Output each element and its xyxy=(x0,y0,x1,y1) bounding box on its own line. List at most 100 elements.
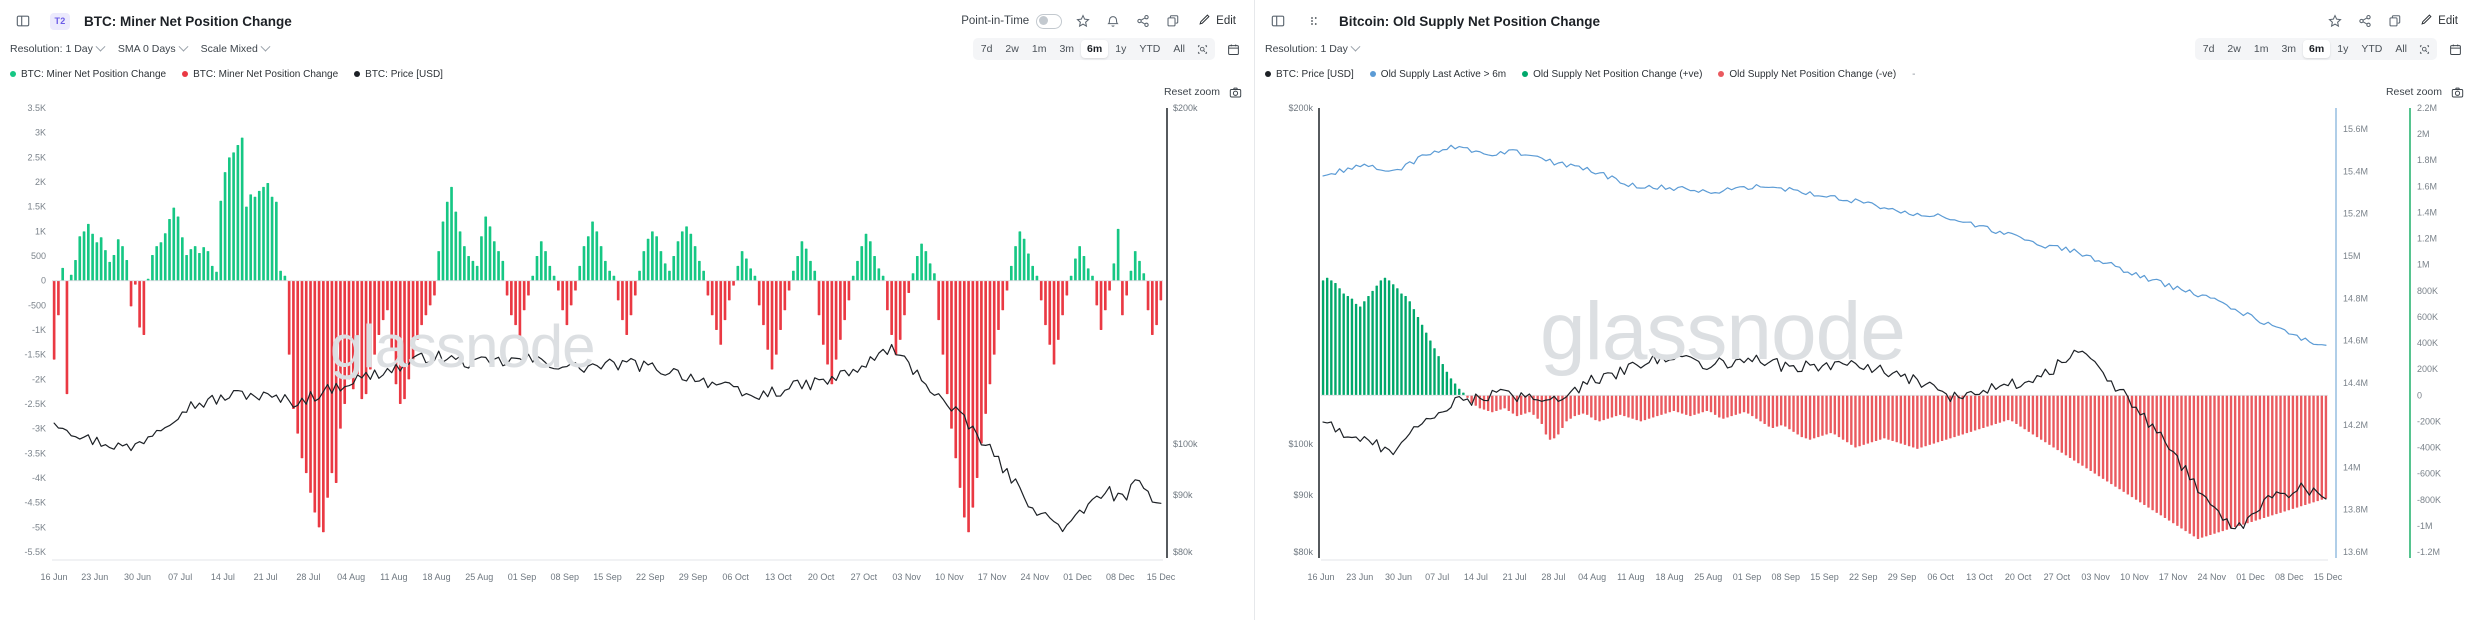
share-icon[interactable] xyxy=(1130,9,1156,33)
legend-color-dot xyxy=(354,71,361,77)
edit-button[interactable]: Edit xyxy=(2412,9,2466,33)
range-ytd[interactable]: YTD xyxy=(1139,43,1161,55)
right-plot-area[interactable]: glassnode $200k $100k $90k $80k 15.6M 15.4M 15… xyxy=(1255,100,2476,600)
svg-text:14M: 14M xyxy=(2343,462,2361,472)
svg-text:1.6M: 1.6M xyxy=(2417,181,2437,191)
svg-text:-4K: -4K xyxy=(32,473,46,483)
svg-text:03 Nov: 03 Nov xyxy=(892,572,921,582)
left-chart-svg[interactable]: 3.5K 3K 2.5K 2K 1.5K 1K 500 0 -500 -1K -1.5K -2K -2.… xyxy=(0,100,1255,600)
right-chart-legend: BTC: Price [USD] Old Supply Last Active … xyxy=(1255,62,2476,82)
svg-text:-2.5K: -2.5K xyxy=(24,399,46,409)
range-all[interactable]: All xyxy=(1173,43,1185,55)
range-2w[interactable]: 2w xyxy=(1005,43,1019,55)
right-chart-svg[interactable]: $200k $100k $90k $80k 15.6M 15.4M 15.2M 15M 14.8… xyxy=(1255,100,2476,600)
svg-text:16 Jun: 16 Jun xyxy=(1307,572,1334,582)
range-6m[interactable]: 6m xyxy=(1081,40,1109,58)
svg-text:28 Jul: 28 Jul xyxy=(1541,572,1565,582)
copy-icon[interactable] xyxy=(2382,9,2408,33)
range-ytd[interactable]: YTD xyxy=(2361,43,2383,55)
reset-zoom-button[interactable]: Reset zoom xyxy=(1163,86,1220,98)
panel-layout-icon[interactable] xyxy=(10,9,36,33)
left-plot-area[interactable]: glassnode 3.5K 3K 2.5K 2K 1.5K 1K 500 0 -500 -1K -… xyxy=(0,100,1254,600)
legend-item-btc-price[interactable]: BTC: Price [USD] xyxy=(354,69,443,80)
range-7d[interactable]: 7d xyxy=(2202,43,2215,55)
svg-text:3.5K: 3.5K xyxy=(27,103,46,113)
legend-label: BTC: Miner Net Position Change xyxy=(193,68,339,80)
sma-select[interactable]: SMA 0 Days xyxy=(118,41,189,55)
bell-icon[interactable] xyxy=(1100,9,1126,33)
range-3m[interactable]: 3m xyxy=(1059,43,1075,55)
range-3m[interactable]: 3m xyxy=(2281,43,2297,55)
legend-item-old-supply-last-active[interactable]: Old Supply Last Active > 6m xyxy=(1369,68,1507,80)
legend-label: Old Supply Net Position Change (+ve) xyxy=(1533,68,1703,80)
svg-text:22 Sep: 22 Sep xyxy=(1849,572,1878,582)
legend-item-btc-price[interactable]: BTC: Price [USD] xyxy=(1265,69,1354,80)
range-1y[interactable]: 1y xyxy=(2337,43,2349,55)
svg-text:15.6M: 15.6M xyxy=(2343,124,2368,134)
copy-icon[interactable] xyxy=(1160,9,1186,33)
calendar-icon[interactable] xyxy=(1222,39,1244,59)
resolution-select[interactable]: Resolution: 1 Day xyxy=(1265,41,1361,55)
svg-text:500: 500 xyxy=(31,251,46,261)
range-6m[interactable]: 6m xyxy=(2303,40,2331,58)
star-icon[interactable] xyxy=(2322,9,2348,33)
chevron-down-icon xyxy=(95,41,106,52)
svg-text:08 Dec: 08 Dec xyxy=(2275,572,2304,582)
camera-icon[interactable] xyxy=(1229,86,1242,99)
svg-text:04 Aug: 04 Aug xyxy=(337,572,365,582)
share-icon[interactable] xyxy=(2352,9,2378,33)
point-in-time-control[interactable]: Point-in-Time xyxy=(961,13,1063,29)
legend-color-dot xyxy=(1369,71,1376,77)
svg-text:28 Jul: 28 Jul xyxy=(296,572,320,582)
svg-text:01 Sep: 01 Sep xyxy=(508,572,537,582)
range-1m[interactable]: 1m xyxy=(1031,43,1047,55)
legend-item-old-supply-positive[interactable]: Old Supply Net Position Change (+ve) xyxy=(1522,69,1702,80)
legend-item-miner-positive[interactable]: BTC: Miner Net Position Change xyxy=(10,69,166,80)
left-chart-panel: T2 BTC: Miner Net Position Change Point-… xyxy=(0,0,1255,620)
svg-text:-800K: -800K xyxy=(2417,495,2441,505)
svg-text:$200k: $200k xyxy=(1173,103,1198,113)
range-all[interactable]: All xyxy=(2395,43,2407,55)
zoom-select-icon[interactable] xyxy=(1192,42,1213,57)
svg-text:-500: -500 xyxy=(28,300,46,310)
panel-layout-icon[interactable] xyxy=(1265,9,1291,33)
resolution-select[interactable]: Resolution: 1 Day xyxy=(10,41,106,55)
svg-text:15.4M: 15.4M xyxy=(2343,166,2368,176)
range-1m[interactable]: 1m xyxy=(2253,43,2269,55)
right-page-title: Bitcoin: Old Supply Net Position Change xyxy=(1339,13,1601,29)
svg-text:25 Aug: 25 Aug xyxy=(465,572,493,582)
svg-text:11 Aug: 11 Aug xyxy=(1617,572,1644,582)
left-control-selects: Resolution: 1 Day SMA 0 Days Scale Mixed xyxy=(10,41,973,55)
point-in-time-toggle[interactable] xyxy=(1036,13,1063,29)
reset-zoom-button[interactable]: Reset zoom xyxy=(2385,86,2442,98)
svg-text:20 Oct: 20 Oct xyxy=(808,572,835,582)
star-icon[interactable] xyxy=(1070,9,1096,33)
range-1y[interactable]: 1y xyxy=(1115,43,1127,55)
svg-text:08 Sep: 08 Sep xyxy=(1772,572,1801,582)
scale-select[interactable]: Scale Mixed xyxy=(201,41,271,55)
svg-text:-5K: -5K xyxy=(32,522,46,532)
legend-color-dot xyxy=(1522,71,1529,77)
range-2w[interactable]: 2w xyxy=(2227,43,2241,55)
legend-item-old-supply-negative[interactable]: Old Supply Net Position Change (-ve) xyxy=(1718,69,1896,80)
edit-button[interactable]: Edit xyxy=(1190,9,1244,33)
calendar-icon[interactable] xyxy=(2444,39,2466,59)
range-7d[interactable]: 7d xyxy=(980,43,993,55)
legend-label: Old Supply Net Position Change (-ve) xyxy=(1729,68,1897,80)
svg-text:13.6M: 13.6M xyxy=(2343,547,2368,557)
legend-color-dot xyxy=(1718,71,1725,77)
camera-icon[interactable] xyxy=(2451,86,2464,99)
legend-overflow-indicator[interactable]: - xyxy=(1912,68,1916,80)
svg-text:14 Jul: 14 Jul xyxy=(1464,572,1488,582)
svg-text:01 Sep: 01 Sep xyxy=(1733,572,1762,582)
svg-text:$80k: $80k xyxy=(1293,547,1313,557)
svg-text:800K: 800K xyxy=(2417,286,2438,296)
svg-text:3K: 3K xyxy=(35,128,46,138)
svg-text:15.2M: 15.2M xyxy=(2343,209,2368,219)
legend-item-miner-negative[interactable]: BTC: Miner Net Position Change xyxy=(182,69,338,80)
zoom-select-icon[interactable] xyxy=(2414,42,2435,57)
legend-label: Old Supply Last Active > 6m xyxy=(1380,68,1507,80)
svg-text:13 Oct: 13 Oct xyxy=(1966,572,1993,582)
chevron-down-icon xyxy=(260,41,271,52)
pencil-icon xyxy=(2420,13,2433,29)
